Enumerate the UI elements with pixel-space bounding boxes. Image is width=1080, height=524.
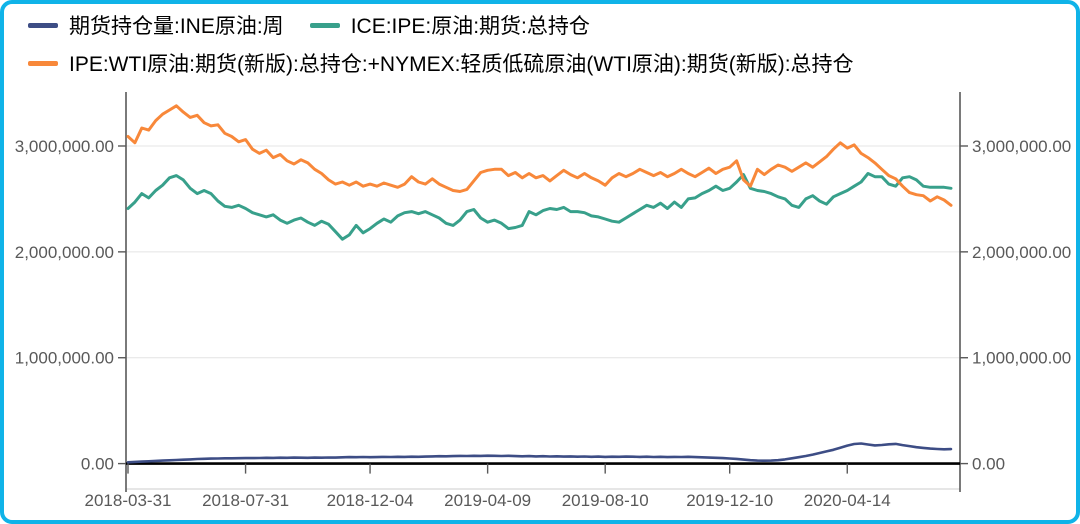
x-axis-label: 2018-12-04 [327,491,414,510]
legend-swatch-ine [28,22,58,28]
legend-item-ice-ipe: ICE:IPE:原油:期货:总持仓 [309,10,590,40]
y-axis-label-right: 0.00 [972,455,1005,474]
x-axis-label: 2018-03-31 [85,491,172,510]
x-axis-label: 2018-07-31 [202,491,289,510]
x-axis-label: 2019-08-10 [562,491,649,510]
y-axis-label-right: 3,000,000.00 [972,137,1071,156]
y-axis-label-left: 2,000,000.00 [15,243,114,262]
line-chart: 0.00 0.00 1,000,000.00 1,000,000.00 2,000,00… [15,92,1071,510]
y-axis-label-left: 3,000,000.00 [15,137,114,156]
legend-label-ice-ipe: ICE:IPE:原油:期货:总持仓 [350,15,590,38]
legend-item-ipe-nymex: IPE:WTI原油:期货(新版):总持仓:+NYMEX:轻质低硫原油(WTI原油… [28,48,854,78]
legend: 期货持仓量:INE原油:周 ICE:IPE:原油:期货:总持仓 IPE:WTI原… [28,6,854,82]
series-line-ipe_nymex [126,104,953,207]
legend-label-ine: 期货持仓量:INE原油:周 [69,15,284,38]
x-axis-label: 2019-04-09 [444,491,531,510]
legend-row-1: 期货持仓量:INE原油:周 ICE:IPE:原油:期货:总持仓 [28,6,854,44]
x-axis-label: 2019-12-10 [686,491,773,510]
y-axis-label-left: 0.00 [81,455,114,474]
legend-swatch-ice-ipe [309,22,340,28]
legend-item-ine: 期货持仓量:INE原油:周 [28,10,284,40]
y-axis-label-right: 2,000,000.00 [972,243,1071,262]
series-line-ine [126,442,953,464]
legend-label-ipe-nymex: IPE:WTI原油:期货(新版):总持仓:+NYMEX:轻质低硫原油(WTI原油… [69,53,854,76]
y-axis-label-left: 1,000,000.00 [15,349,114,368]
legend-swatch-ipe-nymex [28,60,58,66]
x-axis-label: 2020-04-14 [804,491,891,510]
legend-row-2: IPE:WTI原油:期货(新版):总持仓:+NYMEX:轻质低硫原油(WTI原油… [28,44,854,82]
series-line-ice_ipe [126,172,953,241]
y-axis-label-right: 1,000,000.00 [972,349,1071,368]
